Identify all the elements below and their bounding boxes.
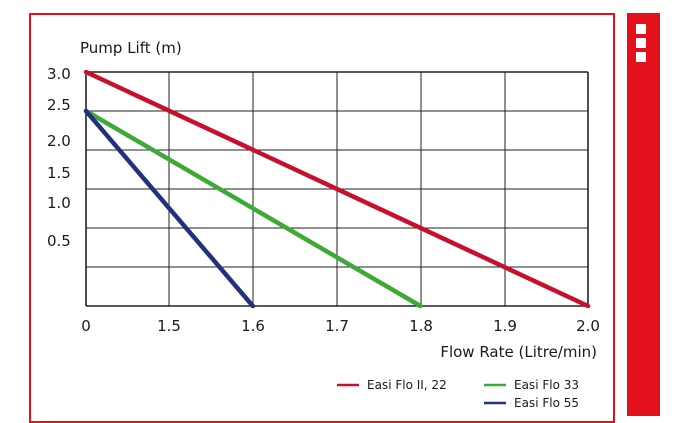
side-tab[interactable] [627, 13, 660, 416]
y-tick-label: 3.0 [47, 65, 71, 83]
menu-square-3 [636, 52, 646, 62]
legend-label: Easi Flo 33 [514, 378, 579, 392]
chart-card [29, 13, 615, 423]
chart-series [83, 69, 591, 309]
y-axis-label: Pump Lift (m) [80, 39, 182, 57]
menu-square-2 [636, 38, 646, 48]
x-tick-label: 1.9 [493, 317, 517, 335]
x-tick-label: 1.7 [325, 317, 349, 335]
series-line-0 [83, 69, 591, 309]
x-tick-label: 1.8 [409, 317, 433, 335]
y-tick-label: 2.0 [47, 132, 71, 150]
chart-ticks: 0 1.5 1.6 1.7 1.8 1.9 2.0 3.0 2.5 2.0 1.5 1.0 0.5 [47, 65, 600, 335]
x-axis-label: Flow Rate (Litre/min) [440, 343, 597, 361]
series-line-2 [83, 108, 256, 309]
y-tick-label: 0.5 [47, 232, 71, 250]
y-tick-label: 2.5 [47, 96, 71, 114]
x-tick-label: 0 [81, 317, 91, 335]
x-tick-label: 1.5 [157, 317, 181, 335]
legend-label: Easi Flo II, 22 [367, 378, 447, 392]
legend-label: Easi Flo 55 [514, 396, 579, 410]
series-line-1 [83, 108, 423, 309]
x-tick-label: 1.6 [241, 317, 265, 335]
chart-legend: Easi Flo II, 22 Easi Flo 33 Easi Flo 55 [337, 378, 579, 410]
y-tick-label: 1.5 [47, 164, 71, 182]
y-tick-label: 1.0 [47, 194, 71, 212]
x-tick-label: 2.0 [576, 317, 600, 335]
menu-square-1 [636, 24, 646, 34]
